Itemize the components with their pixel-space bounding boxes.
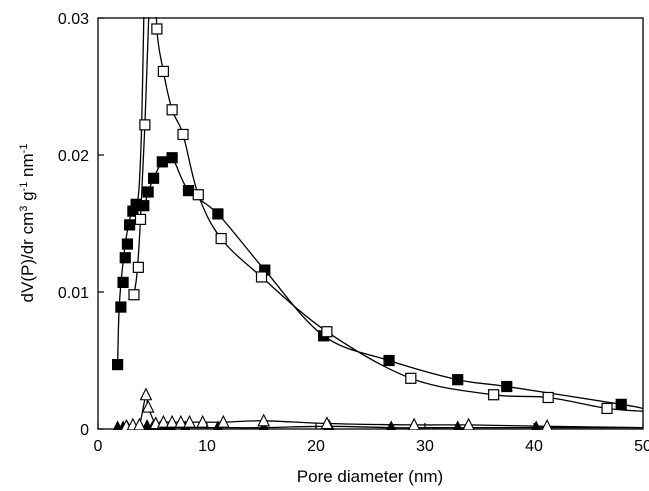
open-square-point [166,104,178,116]
open-triangle-point [196,414,210,428]
open-triangle-point [174,414,188,428]
open-square-point [128,289,140,301]
x-tick-label: 10 [198,438,216,455]
open-triangle-point [541,419,553,430]
open-square-point [177,128,189,141]
open-square-point [157,65,169,78]
open-triangle-point [216,414,230,428]
open-square-point [255,271,268,283]
filled-square-point [501,380,513,393]
open-triangle-point [139,387,153,401]
open-triangle-point [320,416,334,430]
open-square-point [215,232,227,245]
x-tick-label: 0 [94,438,103,455]
plot-frame [97,17,644,430]
open-triangle-point [165,414,179,428]
x-tick-label: 50 [634,438,649,455]
filled-square-point [147,172,160,184]
filled-square-point [383,354,395,367]
open-square-point [601,402,613,415]
x-tick-label: 40 [525,438,543,455]
open-square-point [542,391,554,404]
filled-square-point [121,238,134,250]
filled-square-point [124,219,136,231]
y-tick-label: 0.02 [58,148,89,165]
series-curve [135,155,644,410]
y-tick-label: 0.01 [58,285,89,302]
y-axis-label: dV(P)/dr cm3 g-1 nm-1 [18,144,37,303]
open-triangle-point [257,413,271,427]
x-tick-label: 20 [307,438,325,455]
open-square-point [132,261,144,273]
open-triangle-point [183,414,196,428]
filled-triangle-point [452,420,463,430]
open-square-point [321,326,333,338]
open-square-point [151,23,163,35]
filled-square-point [112,359,124,371]
filled-square-point [119,252,131,264]
open-square-point [139,119,151,131]
open-triangle-point [141,399,155,413]
open-triangle-point [133,417,146,430]
filled-square-point [166,152,178,164]
filled-square-point [117,276,129,289]
filled-square-point [156,156,168,168]
open-square-point [405,372,417,384]
open-square-point [134,213,147,225]
y-tick-label: 0 [80,422,89,439]
filled-square-point [182,185,195,197]
y-tick-label: 0.03 [58,11,89,28]
filled-square-point [452,374,464,386]
open-triangle-point [157,414,170,428]
x-axis-label: Pore diameter (nm) [297,467,443,486]
series-curve [155,17,644,412]
filled-triangle-point [386,420,397,430]
filled-square-point [138,200,150,212]
filled-square-point [142,186,154,198]
open-square-point [192,189,204,201]
filled-square-point [115,301,127,313]
x-tick-label: 30 [416,438,434,455]
open-triangle-point [462,417,475,430]
open-triangle-point [407,417,421,430]
filled-square-point [212,208,224,220]
filled-square-point [615,398,627,410]
open-square-point [488,389,500,401]
